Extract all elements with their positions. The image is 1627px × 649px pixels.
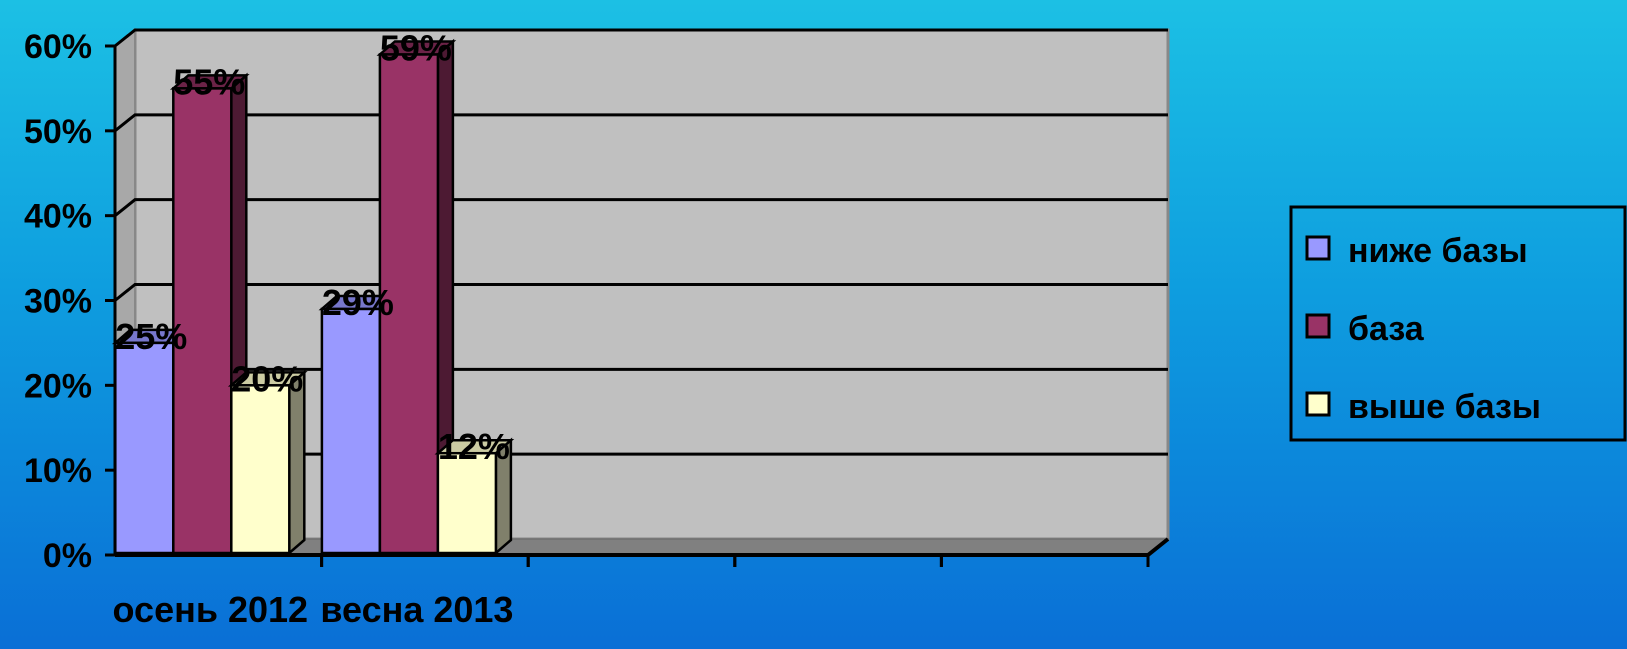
bar [320,307,382,555]
gridline [114,283,1168,302]
bars [111,38,515,556]
x-category-label: осень 2012 [113,589,309,630]
legend-swatch [1305,391,1331,417]
legend-swatch [1305,235,1331,261]
legend-label: ниже базы [1348,232,1528,270]
bar [436,451,498,555]
data-label: 55% [173,61,245,102]
data-label: 29% [322,282,394,323]
bar [114,341,175,555]
y-tick-label: 50% [24,113,92,151]
legend: ниже базы база выше базы [1289,205,1627,442]
y-tick-label: 20% [24,367,92,405]
data-label: 59% [380,27,452,68]
gridline [114,28,1168,48]
x-category-label: весна 2013 [320,589,513,630]
data-label: 25% [115,316,187,357]
y-tick-label: 60% [24,28,92,66]
y-tick-label: 30% [24,283,92,321]
bar [172,87,233,555]
x-axis-categories: осень 2012 весна 2013 [113,589,514,630]
legend-label: выше базы [1348,388,1541,426]
legend-box [1289,205,1627,442]
y-tick-label: 0% [43,537,92,575]
gridline [114,198,1168,217]
legend-label: база [1348,310,1425,348]
legend-swatch [1305,313,1331,339]
data-labels: 25% 55% 20% 29% 59% 12% [115,27,510,467]
bar [230,384,291,555]
bar-side [288,369,306,556]
gridline [114,113,1168,133]
bar [378,53,440,555]
data-label: 12% [438,426,510,467]
y-tick-label: 40% [24,198,92,236]
y-axis-ticks: 0% 10% 20% 30% 40% 50% 60% [24,28,92,575]
data-label: 20% [231,358,303,399]
y-tick-label: 10% [24,452,92,490]
